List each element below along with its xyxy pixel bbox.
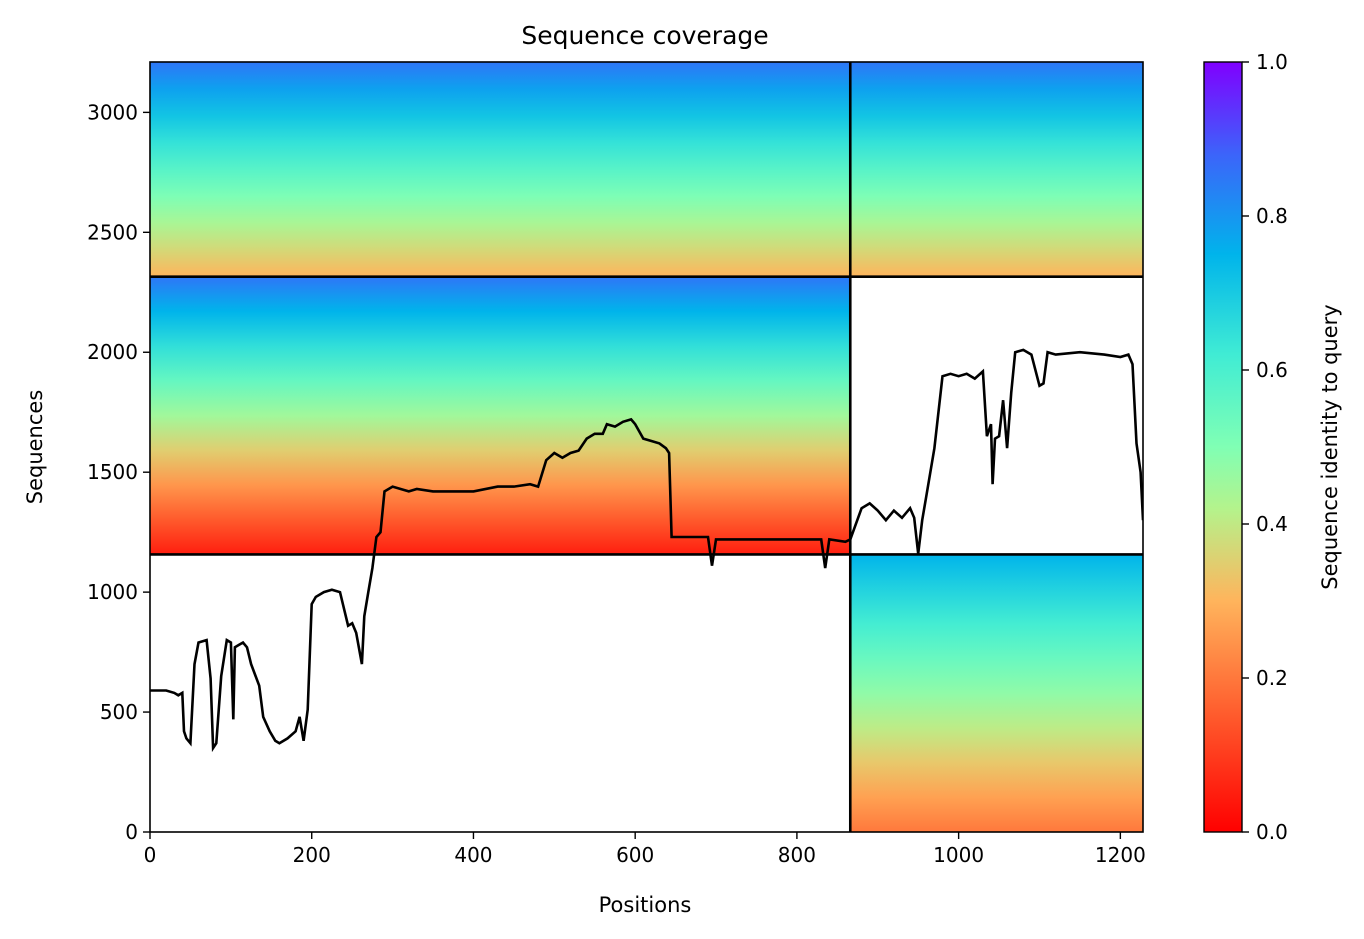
colorbar-tick-label: 0.6	[1256, 358, 1288, 382]
colorbar-tick-label: 0.0	[1256, 820, 1288, 844]
y-tick-label: 2500	[87, 220, 138, 244]
colorbar-tick-label: 0.2	[1256, 666, 1288, 690]
y-tick-label: 3000	[87, 100, 138, 124]
coverage-block	[850, 62, 1143, 277]
coverage-line	[150, 348, 1143, 753]
y-tick-label: 1000	[87, 580, 138, 604]
y-axis-label: Sequences	[23, 390, 47, 505]
x-tick-label: 800	[778, 843, 816, 867]
colorbar-tick-label: 0.8	[1256, 204, 1288, 228]
x-tick-label: 400	[454, 843, 492, 867]
x-tick-label: 600	[616, 843, 654, 867]
y-tick-label: 500	[100, 700, 138, 724]
colorbar	[1203, 61, 1243, 833]
plot-frame	[149, 61, 1144, 833]
chart-title: Sequence coverage	[521, 21, 768, 50]
colorbar-ticks: 0.0 0.2 0.4 0.6 0.8 1.0	[1242, 50, 1288, 844]
coverage-blocks	[150, 62, 1143, 832]
colorbar-label: Sequence identity to query	[1318, 304, 1342, 589]
x-axis-label: Positions	[599, 893, 692, 917]
x-tick-label: 1000	[933, 843, 984, 867]
colorbar-tick-label: 0.4	[1256, 512, 1288, 536]
y-axis: 0 500 1000 1500 2000 2500 3000	[87, 100, 150, 844]
y-tick-label: 2000	[87, 340, 138, 364]
x-tick-label: 200	[293, 843, 331, 867]
x-axis: 0 200 400 600 800 1000 1200	[144, 832, 1146, 867]
x-tick-label: 1200	[1095, 843, 1146, 867]
group-dividers	[150, 62, 1143, 832]
y-tick-label: 0	[125, 820, 138, 844]
coverage-block	[150, 276, 851, 555]
coverage-block	[850, 554, 1143, 832]
y-tick-label: 1500	[87, 460, 138, 484]
coverage-block	[150, 62, 851, 277]
colorbar-tick-label: 1.0	[1256, 50, 1288, 74]
x-tick-label: 0	[144, 843, 157, 867]
